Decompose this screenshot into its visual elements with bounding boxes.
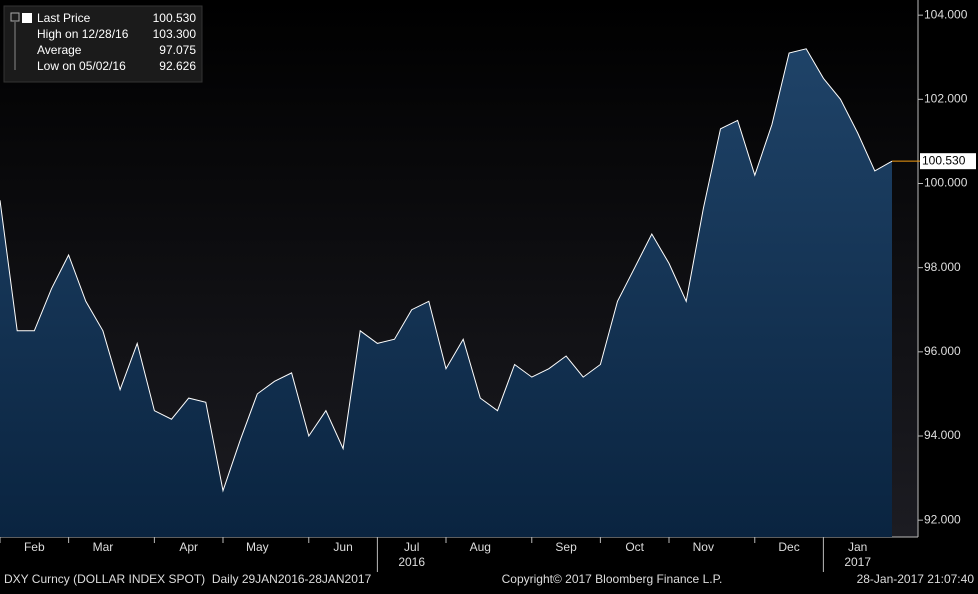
last-price-label: 100.530 (922, 153, 966, 167)
x-tick-label: Sep (555, 540, 577, 554)
y-tick-label: 94.000 (924, 428, 961, 442)
line (0, 48, 893, 493)
x-tick-label: Dec (778, 540, 799, 554)
x-tick-label: Nov (693, 540, 714, 554)
x-tick-label: May (246, 540, 269, 554)
legend-label: Average (37, 43, 82, 57)
legend-box (3, 5, 203, 83)
area (0, 48, 892, 538)
legend-label: Low on 05/02/16 (37, 59, 126, 73)
footer-center: Copyright© 2017 Bloomberg Finance L.P. (502, 572, 723, 586)
x-tick-label: Jan (848, 540, 867, 554)
legend-value: 103.300 (153, 27, 197, 41)
x-tick-label: Apr (179, 540, 198, 554)
y-tick-label: 92.000 (924, 512, 961, 526)
y-tick-label: 96.000 (924, 344, 961, 358)
legend: Last Price 100.530 High on 12/28/16 103.300… (3, 5, 203, 83)
legend-value: 97.075 (159, 43, 196, 57)
x-tick-label: Jul (404, 540, 419, 554)
legend-value: 92.626 (159, 59, 196, 73)
legend-icon (22, 13, 32, 23)
legend-value: 100.530 (153, 11, 197, 25)
x-year-label: 2017 (844, 555, 871, 569)
y-tick-label: 100.000 (924, 176, 968, 190)
footer-right: 28-Jan-2017 21:07:40 (857, 572, 975, 586)
last-price-box (920, 153, 976, 170)
x-year-label: 2016 (398, 555, 425, 569)
y-tick-label: 104.000 (924, 7, 968, 21)
legend-label: Last Price (37, 11, 91, 25)
x-tick-label: Jun (333, 540, 352, 554)
legend-label: High on 12/28/16 (37, 27, 129, 41)
x-tick-label: Mar (93, 540, 114, 554)
x-tick-label: Oct (625, 540, 644, 554)
y-tick-label: 98.000 (924, 260, 961, 274)
x-tick-label: Feb (24, 540, 45, 554)
y-tick-label: 102.000 (924, 91, 968, 105)
legend-icon (10, 12, 20, 22)
x-tick-label: Aug (470, 540, 491, 554)
footer-left: DXY Curncy (DOLLAR INDEX SPOT) Daily 29J… (4, 572, 372, 586)
